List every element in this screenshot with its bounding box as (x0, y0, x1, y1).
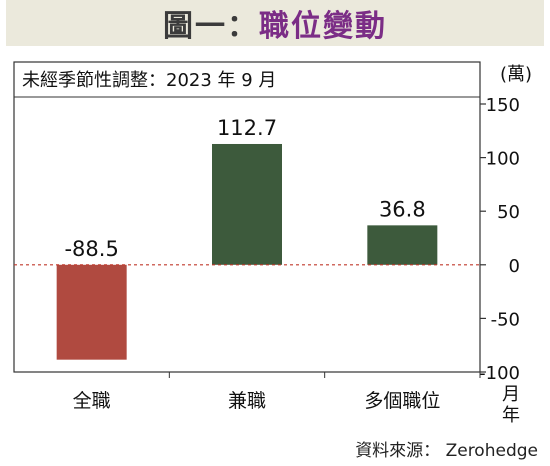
y-tick-label: 150 (486, 95, 520, 116)
data-label-3: 36.8 (379, 197, 426, 221)
x-unit-label-month: 月 (502, 384, 520, 405)
bar-1 (56, 264, 127, 360)
y-tick-label: -50 (491, 309, 520, 330)
bar-3 (367, 225, 438, 265)
y-tick-label: 100 (486, 149, 520, 170)
data-label-1: -88.5 (64, 237, 118, 261)
bar-2 (212, 143, 282, 265)
x-tick-label-3: 多個職位 (364, 390, 440, 412)
x-axis-labels: 全職 兼職 多個職位 (73, 372, 481, 412)
chart-title-bar: 圖一：職位變動 (6, 0, 544, 46)
y-tick-label: 50 (497, 202, 520, 223)
x-tick-label-1: 全職 (73, 390, 111, 412)
source-note: 資料來源： Zerohedge (355, 441, 538, 461)
y-tick-label: -100 (479, 363, 520, 384)
y-tick-label: 0 (509, 256, 520, 277)
y-axis: 150 100 50 0 -50 -100 (479, 95, 520, 384)
title-main: 職位變動 (259, 9, 387, 44)
x-tick-label-2: 兼職 (228, 390, 266, 412)
x-unit-label-year: 年 (502, 405, 520, 426)
title-prefix: 圖一： (163, 9, 259, 44)
chart-title: 圖一：職位變動 (163, 1, 387, 45)
chart-subtitle: 未經季節性調整：2023 年 9 月 (22, 70, 276, 91)
y-unit-label: (萬) (500, 64, 532, 85)
bars-group: -88.5 112.7 36.8 (14, 116, 480, 360)
data-label-2: 112.7 (217, 116, 277, 140)
